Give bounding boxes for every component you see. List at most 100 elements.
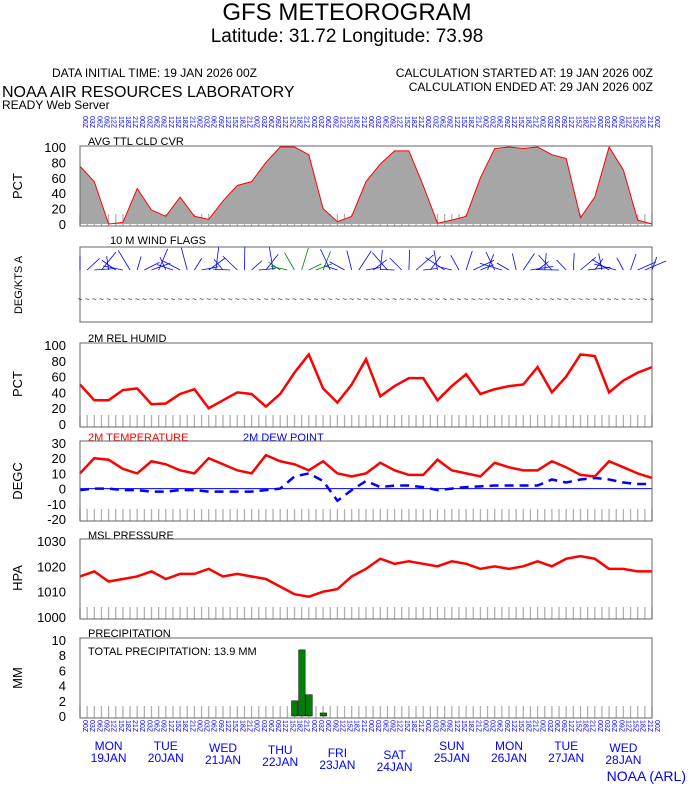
wind-speed-glyph: ~ — [485, 295, 490, 304]
top-time-label: 06Z — [439, 116, 446, 129]
wind-speed-glyph: ~ — [199, 295, 204, 304]
bottom-time-label: 15Z — [403, 720, 410, 733]
bottom-time-label: 15Z — [288, 720, 295, 733]
wind-speed-glyph: ~ — [542, 295, 547, 304]
bottom-time-label: 15Z — [517, 720, 524, 733]
top-time-label: 12Z — [396, 116, 403, 129]
top-time-label: 06Z — [324, 116, 331, 129]
top-time-label: 21Z — [245, 116, 252, 129]
bottom-time-label: 21Z — [360, 720, 367, 733]
bottom-time-label: 09Z — [217, 720, 224, 733]
y-tick-label: 2 — [59, 694, 66, 709]
bottom-time-label: 21Z — [474, 720, 481, 733]
bottom-time-label: 03Z — [260, 720, 267, 733]
wind-barb — [479, 262, 502, 271]
wind-barb — [101, 251, 117, 271]
wind-speed-glyph: ~ — [392, 295, 397, 304]
panel-frame — [79, 145, 653, 227]
bottom-time-label: 15Z — [174, 720, 181, 733]
data-initial-time: DATA INITIAL TIME: 19 JAN 2026 00Z — [52, 66, 257, 80]
y-tick-label: 40 — [52, 385, 66, 400]
wind-speed-glyph: ~ — [621, 295, 626, 304]
bottom-time-label: 00Z — [253, 720, 260, 733]
wind-barb — [465, 250, 473, 271]
y-tick-label: 80 — [52, 354, 66, 369]
cloud-title: AVG TTL CLD CVR — [88, 136, 184, 148]
wind-speed-glyph: ~ — [643, 295, 648, 304]
calc-ended: CALCULATION ENDED AT: 29 JAN 2026 00Z — [409, 80, 653, 94]
wind-speed-glyph: ~ — [192, 295, 197, 304]
bottom-time-label: 15Z — [346, 720, 353, 733]
wind-barb — [379, 250, 383, 271]
wind-barb — [103, 265, 123, 271]
bottom-time-label: 12Z — [510, 720, 517, 733]
server-name: READY Web Server — [2, 98, 110, 112]
top-time-label: 03Z — [145, 116, 152, 129]
day-date: 26JAN — [491, 751, 527, 765]
top-time-label: 15Z — [403, 116, 410, 129]
wind-barb — [156, 264, 174, 271]
bottom-time-label: 21Z — [646, 720, 653, 733]
wind-speed-glyph: ~ — [578, 295, 583, 304]
wind-speed-glyph: ~ — [85, 295, 90, 304]
wind-frame — [79, 246, 653, 323]
wind-speed-glyph: ~ — [128, 295, 133, 304]
top-time-label: 06Z — [610, 116, 617, 129]
top-time-label: 03Z — [203, 116, 210, 129]
wind-speed-glyph: ~ — [106, 295, 111, 304]
bottom-time-label: 00Z — [138, 720, 145, 733]
bottom-time-label: 12Z — [167, 720, 174, 733]
top-time-label: 09Z — [388, 116, 395, 129]
wind-speed-glyph: ~ — [585, 295, 590, 304]
bottom-time-label: 00Z — [195, 720, 202, 733]
wind-speed-glyph: ~ — [471, 295, 476, 304]
y-tick-label: -20 — [47, 512, 66, 527]
bottom-time-label: 21Z — [531, 720, 538, 733]
wind-speed-glyph: ~ — [550, 295, 555, 304]
wind-speed-glyph: ~ — [349, 295, 354, 304]
wind-speed-glyph: ~ — [171, 295, 176, 304]
wind-speed-glyph: ~ — [235, 295, 240, 304]
bottom-time-label: 09Z — [446, 720, 453, 733]
bottom-time-label: 00Z — [367, 720, 374, 733]
wind-speed-glyph: ~ — [306, 295, 311, 304]
wind-speed-glyph: ~ — [156, 295, 161, 304]
bottom-time-label: 03Z — [546, 720, 553, 733]
wind-speed-glyph: ~ — [249, 295, 254, 304]
wind-speed-glyph: ~ — [478, 295, 483, 304]
y-tick-label: 0 — [59, 482, 66, 497]
bottom-time-label: 03Z — [203, 720, 210, 733]
precip-title: PRECIPITATION — [88, 628, 171, 640]
wind-barb — [315, 263, 332, 271]
y-tick-label: 8 — [59, 648, 66, 663]
wind-barb — [433, 250, 438, 271]
y-tick-label: 0 — [59, 417, 66, 432]
bottom-time-label: 09Z — [617, 720, 624, 733]
day-of-week: SAT — [383, 748, 406, 762]
bottom-time-label: 18Z — [124, 720, 131, 733]
top-time-label: 18Z — [467, 116, 474, 129]
bottom-time-label: 00Z — [424, 720, 431, 733]
wind-title: 10 M WIND FLAGS — [110, 235, 206, 247]
wind-speed-glyph: ~ — [449, 295, 454, 304]
pressure-line — [79, 554, 652, 599]
wind-barb — [323, 265, 338, 271]
day-of-week: SUN — [439, 739, 464, 753]
wind-speed-glyph: ~ — [564, 295, 569, 304]
wind-speed-glyph: ~ — [149, 295, 154, 304]
wind-barb — [598, 253, 603, 271]
day-date: 25JAN — [434, 751, 470, 765]
wind-speed-glyph: ~ — [335, 295, 340, 304]
wind-speed-glyph: ~ — [628, 295, 633, 304]
top-time-label: 03Z — [317, 116, 324, 129]
bottom-time-label: 18Z — [296, 720, 303, 733]
wind-speed-glyph: ~ — [421, 295, 426, 304]
top-time-label: 21Z — [589, 116, 596, 129]
wind-speed-glyph: ~ — [435, 295, 440, 304]
wind-barb — [270, 265, 288, 271]
wind-barb — [496, 262, 510, 271]
wind-barb — [159, 257, 167, 271]
pressure-title: MSL PRESSURE — [88, 530, 174, 542]
wind-barb — [215, 247, 220, 271]
top-time-label: 09Z — [274, 116, 281, 129]
